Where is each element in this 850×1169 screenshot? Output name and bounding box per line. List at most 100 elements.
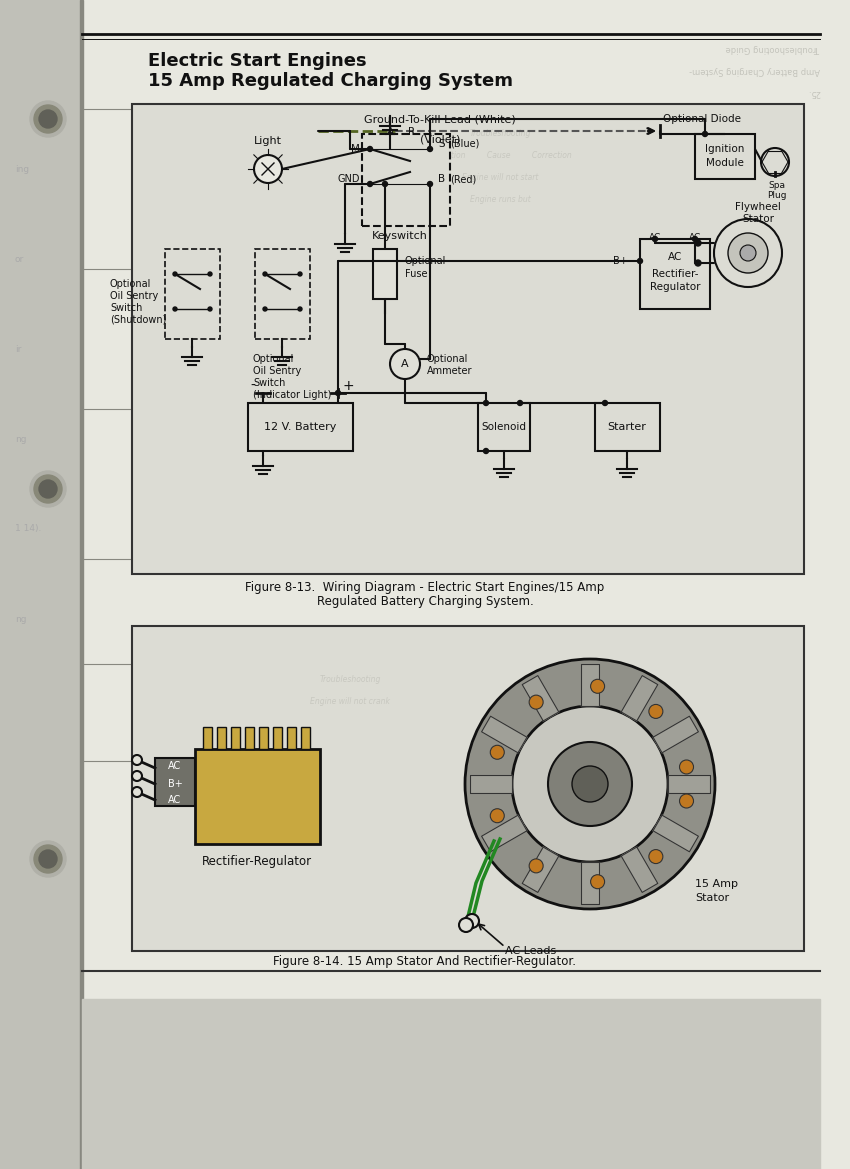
Text: Regulated Battery Charging System.: Regulated Battery Charging System. [316, 595, 534, 608]
Text: ng: ng [15, 615, 26, 623]
Polygon shape [482, 717, 527, 753]
Circle shape [263, 307, 267, 311]
Circle shape [695, 260, 701, 267]
Text: Spa: Spa [768, 181, 785, 191]
Text: (Blue): (Blue) [450, 139, 479, 148]
Text: 15 Amp: 15 Amp [695, 879, 738, 888]
Circle shape [208, 307, 212, 311]
Bar [195, 749, 320, 844]
Text: (Red): (Red) [450, 174, 476, 184]
Text: Condition         Cause         Correction: Condition Cause Correction [428, 152, 571, 160]
Text: Ammeter: Ammeter [427, 366, 473, 376]
Text: 1 14).: 1 14). [15, 525, 42, 533]
Bar [640, 238, 710, 309]
Circle shape [298, 307, 302, 311]
Circle shape [702, 131, 707, 137]
Circle shape [761, 148, 789, 177]
Circle shape [695, 240, 701, 245]
Bar [217, 727, 226, 749]
Circle shape [518, 401, 523, 406]
Circle shape [679, 794, 694, 808]
Circle shape [254, 155, 282, 184]
Circle shape [465, 659, 715, 909]
Text: Starter: Starter [608, 422, 647, 433]
Text: A: A [387, 127, 394, 137]
Text: A: A [401, 359, 409, 369]
Text: Optional: Optional [405, 256, 446, 267]
Polygon shape [522, 676, 558, 721]
Polygon shape [581, 862, 599, 904]
Text: Optional: Optional [253, 354, 294, 364]
Circle shape [653, 236, 658, 242]
Bar [132, 627, 804, 952]
Circle shape [132, 772, 142, 781]
Text: AC Leads: AC Leads [505, 946, 556, 956]
Bar [80, 0, 83, 1169]
Text: B+: B+ [613, 256, 628, 267]
Text: Oil Sentry: Oil Sentry [110, 291, 158, 300]
Circle shape [132, 755, 142, 765]
Bar [259, 727, 268, 749]
Bar [132, 104, 804, 574]
Text: Ignition: Ignition [706, 144, 745, 154]
Circle shape [34, 845, 62, 873]
Text: Fuse: Fuse [405, 269, 428, 279]
Text: Figure 8-14. 15 Amp Stator And Rectifier-Regulator.: Figure 8-14. 15 Amp Stator And Rectifier… [274, 955, 576, 968]
Bar [287, 727, 296, 749]
Circle shape [740, 245, 756, 261]
Polygon shape [653, 815, 699, 852]
Text: Engine runs but: Engine runs but [469, 195, 530, 205]
Circle shape [173, 272, 177, 276]
Polygon shape [621, 848, 658, 892]
Text: Troubleshooting: Troubleshooting [320, 675, 381, 684]
Text: ng: ng [15, 435, 26, 443]
Circle shape [173, 307, 177, 311]
Circle shape [428, 146, 433, 152]
Text: Electric Start Engines: Electric Start Engines [148, 51, 366, 70]
Text: AC: AC [168, 795, 182, 805]
Text: Optional: Optional [110, 279, 151, 289]
Circle shape [132, 787, 142, 797]
Circle shape [39, 480, 57, 498]
Text: Stator: Stator [695, 893, 729, 902]
Polygon shape [470, 775, 512, 793]
Text: Regulator: Regulator [649, 282, 700, 292]
Polygon shape [522, 848, 558, 892]
Circle shape [484, 401, 489, 406]
Text: Switch: Switch [110, 303, 142, 313]
Bar [301, 727, 310, 749]
Text: Rectifier-: Rectifier- [652, 269, 698, 279]
Polygon shape [653, 717, 699, 753]
Text: B+: B+ [167, 779, 183, 789]
Text: Solenoid: Solenoid [481, 422, 526, 433]
Bar [373, 249, 397, 299]
Bar [231, 727, 240, 749]
Text: S: S [438, 139, 445, 148]
Circle shape [490, 809, 504, 823]
Text: Figure 8-13.  Wiring Diagram - Electric Start Engines/15 Amp: Figure 8-13. Wiring Diagram - Electric S… [246, 581, 604, 594]
Text: (Violet): (Violet) [420, 134, 460, 145]
Circle shape [336, 390, 341, 395]
Text: Engine will not start: Engine will not start [462, 173, 538, 182]
Circle shape [490, 746, 504, 760]
Circle shape [465, 914, 479, 928]
Text: GND: GND [337, 174, 360, 184]
Text: (Indicator Light): (Indicator Light) [253, 390, 332, 400]
Text: Light: Light [254, 136, 282, 146]
Text: ir: ir [15, 345, 21, 353]
Text: R: R [409, 127, 416, 137]
Text: ing: ing [15, 165, 29, 173]
Circle shape [39, 110, 57, 127]
Circle shape [39, 850, 57, 869]
Circle shape [30, 471, 66, 507]
Bar [0, 0, 82, 1169]
Bar [478, 403, 530, 451]
Text: 25.: 25. [807, 89, 820, 97]
Text: AC: AC [168, 761, 182, 772]
Circle shape [603, 401, 608, 406]
Circle shape [679, 760, 694, 774]
Circle shape [263, 272, 267, 276]
Circle shape [591, 874, 604, 888]
Circle shape [34, 475, 62, 503]
Bar [362, 134, 450, 226]
